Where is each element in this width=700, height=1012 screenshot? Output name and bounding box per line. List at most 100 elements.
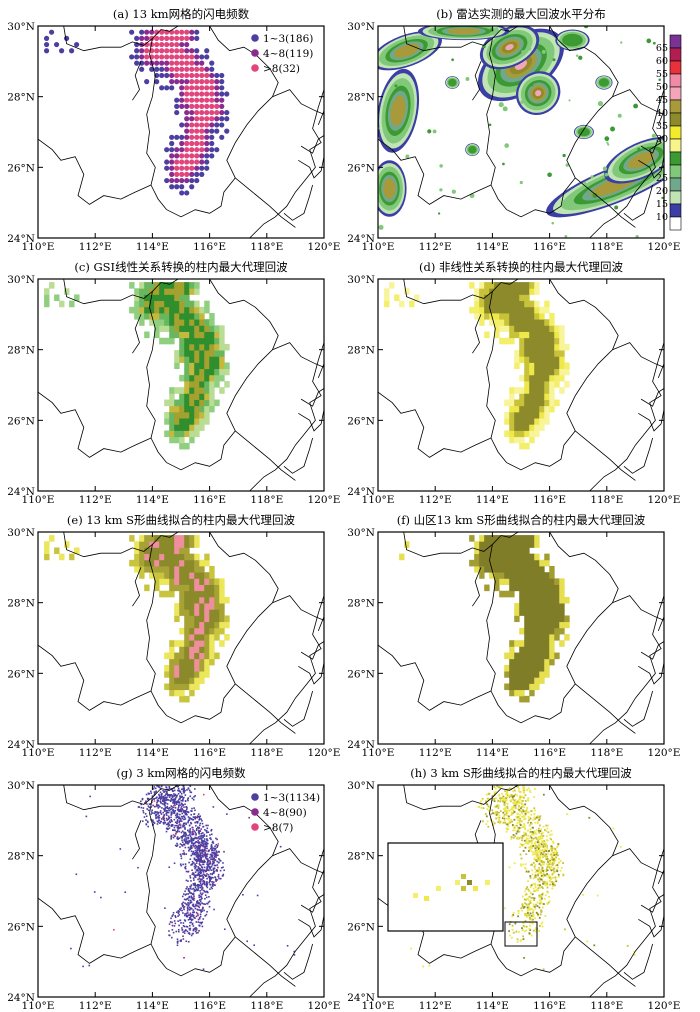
lightning-point xyxy=(199,824,201,827)
proxy-echo-cell xyxy=(524,621,530,629)
lightning-point xyxy=(215,850,218,852)
proxy-echo-cell xyxy=(534,841,537,844)
x-tick-label: 118°E xyxy=(250,494,283,506)
lightning-point xyxy=(154,41,160,48)
lightning-point xyxy=(215,843,218,846)
proxy-echo-cell xyxy=(530,850,533,853)
proxy-echo-cell xyxy=(189,689,195,697)
lightning-point xyxy=(189,875,191,877)
proxy-echo-cell xyxy=(528,909,531,911)
x-tick-label: 116°E xyxy=(533,747,566,759)
proxy-echo-cell xyxy=(531,908,533,910)
lightning-point xyxy=(189,908,192,910)
proxy-echo-cell xyxy=(520,835,523,838)
lightning-point xyxy=(186,897,189,900)
proxy-echo-cell xyxy=(189,615,195,623)
proxy-echo-cell xyxy=(550,838,553,841)
lightning-point xyxy=(174,54,180,60)
lightning-point xyxy=(170,838,172,840)
proxy-echo-cell xyxy=(529,418,535,425)
proxy-echo-cell xyxy=(194,603,200,610)
lightning-point xyxy=(183,930,186,933)
proxy-echo-cell xyxy=(534,615,540,623)
proxy-echo-cell xyxy=(479,282,485,289)
proxy-echo-cell xyxy=(544,874,547,877)
lightning-point xyxy=(192,861,195,864)
inset-cell xyxy=(461,886,466,891)
lightning-point xyxy=(192,905,195,908)
proxy-echo-cell xyxy=(509,393,515,400)
proxy-echo-cell xyxy=(518,837,521,840)
lightning-point xyxy=(193,895,195,897)
proxy-echo-cell xyxy=(494,319,500,326)
proxy-echo-cell xyxy=(542,853,544,856)
proxy-echo-cell xyxy=(529,405,535,413)
proxy-echo-cell xyxy=(488,806,491,809)
lightning-point xyxy=(180,940,182,943)
proxy-echo-cell xyxy=(554,596,560,604)
proxy-echo-cell xyxy=(524,867,527,870)
lightning-point xyxy=(192,887,195,890)
proxy-echo-cell xyxy=(485,793,488,796)
colorbar-label: 55 xyxy=(656,69,668,80)
lightning-point xyxy=(176,826,179,829)
lightning-point xyxy=(194,29,200,35)
proxy-echo-cell xyxy=(204,603,210,610)
lightning-point xyxy=(204,165,210,171)
lightning-point xyxy=(201,841,203,844)
proxy-echo-cell xyxy=(209,609,215,616)
lightning-point xyxy=(199,880,202,883)
lightning-point xyxy=(201,861,203,863)
x-tick-label: 120°E xyxy=(308,494,341,506)
proxy-echo-cell xyxy=(564,634,570,641)
lightning-point xyxy=(176,830,179,833)
proxy-echo-cell xyxy=(530,842,533,845)
lightning-point xyxy=(219,72,225,79)
lightning-point xyxy=(211,862,214,865)
proxy-echo-cell xyxy=(189,350,195,357)
proxy-echo-cell xyxy=(527,821,529,824)
lightning-point xyxy=(207,824,209,827)
proxy-echo-cell xyxy=(526,910,529,912)
lightning-point xyxy=(194,841,197,844)
lightning-point xyxy=(199,91,205,97)
proxy-echo-cell xyxy=(174,350,180,357)
proxy-echo-cell xyxy=(214,621,220,629)
lightning-point xyxy=(188,933,191,935)
proxy-echo-cell xyxy=(209,325,215,332)
proxy-echo-cell xyxy=(74,294,80,302)
lightning-point xyxy=(199,165,205,171)
proxy-echo-cell xyxy=(549,362,555,370)
lightning-point xyxy=(177,825,180,827)
proxy-echo-cell xyxy=(626,944,629,947)
radar-speck xyxy=(637,147,641,151)
lightning-point xyxy=(184,60,190,66)
lightning-point xyxy=(199,122,205,128)
proxy-echo-cell xyxy=(154,559,160,567)
proxy-echo-cell xyxy=(527,837,530,840)
lightning-point xyxy=(183,919,186,921)
lightning-point xyxy=(210,829,213,832)
lightning-point xyxy=(195,855,198,857)
lightning-point xyxy=(157,816,159,819)
radar-speck xyxy=(521,50,525,54)
colorbar-label: 45 xyxy=(656,95,668,106)
proxy-echo-cell xyxy=(529,627,535,635)
proxy-echo-cell xyxy=(557,843,560,845)
proxy-echo-cell xyxy=(533,842,536,845)
proxy-echo-cell xyxy=(551,887,554,890)
lightning-point xyxy=(149,803,152,805)
lightning-point xyxy=(154,54,160,60)
province-border xyxy=(146,544,168,716)
colorbar-label: 40 xyxy=(656,108,668,119)
lightning-point xyxy=(129,54,135,60)
proxy-echo-cell xyxy=(534,559,540,567)
proxy-echo-cell xyxy=(495,813,498,816)
lightning-point xyxy=(160,795,163,797)
lightning-point xyxy=(187,918,190,921)
lightning-point xyxy=(188,916,191,919)
proxy-echo-cell xyxy=(149,300,155,308)
x-tick-label: 118°E xyxy=(250,241,283,253)
proxy-echo-cell xyxy=(513,804,516,807)
proxy-echo-cell xyxy=(169,640,175,647)
